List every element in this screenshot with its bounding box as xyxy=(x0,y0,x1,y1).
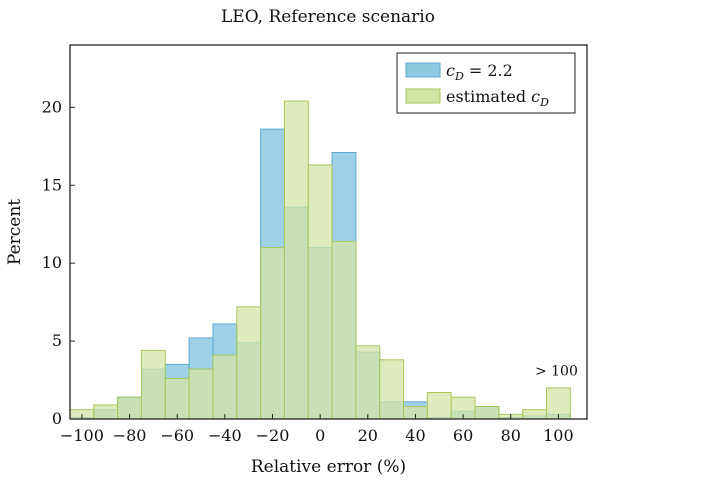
chart-title: LEO, Reference scenario xyxy=(221,7,435,27)
legend-swatch-cd-2-2 xyxy=(405,62,441,78)
plot-frame xyxy=(69,44,588,420)
bar-series-1-bin-9 xyxy=(283,100,309,420)
x-tick-label: 60 xyxy=(453,426,473,445)
x-tick-label: 40 xyxy=(405,426,425,445)
y-tick-label: 20 xyxy=(42,97,62,116)
legend-label-estimated-cd: estimated cD xyxy=(446,87,549,109)
x-axis-label: Relative error (%) xyxy=(251,457,406,477)
bar-series-1-bin-7 xyxy=(236,306,262,420)
x-tick-label: −80 xyxy=(113,426,147,445)
bar-series-1-bin-12 xyxy=(355,345,381,420)
legend-label-cd-2-2: cD = 2.2 xyxy=(446,61,513,83)
bar-series-1-bin-5 xyxy=(188,368,214,420)
annotation-text: > 100 xyxy=(535,363,578,379)
bar-series-1-bin-19 xyxy=(522,409,547,420)
ticks-layer: −100 −80 −60 −40 −20 0 20 40 60 80 100 0 5 10 15 20 xyxy=(42,97,574,445)
bar-series-1-bin-3 xyxy=(140,349,166,420)
bars-layer xyxy=(69,100,571,420)
x-tick-label: −100 xyxy=(60,426,104,445)
legend: cD = 2.2 estimated cD xyxy=(396,52,576,114)
x-tick-label: 0 xyxy=(315,426,325,445)
x-tick-label: −40 xyxy=(208,426,242,445)
bar-series-1-bin-6 xyxy=(212,354,238,420)
bar-series-1-bin-4 xyxy=(164,377,190,420)
y-axis-label: Percent xyxy=(5,199,25,265)
bar-series-1-bin-8 xyxy=(260,247,285,420)
bar-series-1-bin-10 xyxy=(307,164,333,420)
bar-series-1-bin-1 xyxy=(93,404,119,420)
y-tick-label: 10 xyxy=(42,253,62,272)
bar-series-1-bin-13 xyxy=(379,359,405,420)
annotation-layer: > 100 xyxy=(535,363,578,379)
x-tick-label: 80 xyxy=(501,426,521,445)
bar-series-1-bin-17 xyxy=(474,406,500,420)
bar-series-1-bin-11 xyxy=(331,240,357,420)
bar-series-1-bin-15 xyxy=(426,392,452,420)
x-tick-label: −20 xyxy=(256,426,290,445)
x-tick-label: 100 xyxy=(543,426,574,445)
x-tick-label: −60 xyxy=(160,426,194,445)
legend-swatch-estimated-cd xyxy=(405,88,441,104)
y-tick-label: 15 xyxy=(42,175,62,194)
y-tick-label: 5 xyxy=(52,331,62,350)
y-tick-label: 0 xyxy=(52,409,62,428)
x-tick-label: 20 xyxy=(358,426,378,445)
